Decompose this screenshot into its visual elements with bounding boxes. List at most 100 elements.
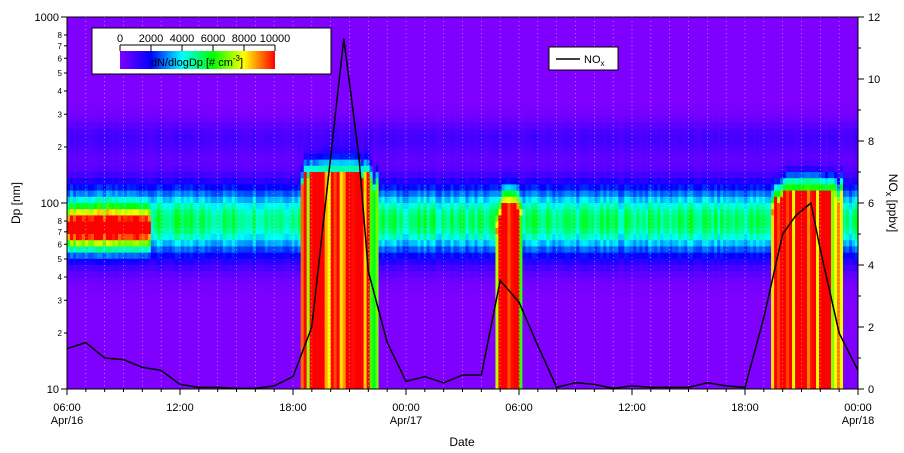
- heatmap-cell: [147, 327, 152, 334]
- heatmap-cell: [276, 110, 281, 117]
- heatmap-cell: [129, 234, 134, 241]
- heatmap-cell: [264, 116, 269, 123]
- heatmap-cell: [189, 320, 194, 328]
- heatmap-cell: [243, 203, 248, 210]
- heatmap-cell: [105, 215, 110, 223]
- heatmap-cell: [252, 258, 257, 266]
- heatmap-cell: [201, 382, 206, 389]
- heatmap-cell: [156, 246, 161, 254]
- heatmap-cell: [255, 190, 260, 198]
- heatmap-cell: [261, 203, 266, 210]
- heatmap-cell: [237, 172, 242, 179]
- heatmap-cell: [231, 308, 236, 316]
- heatmap-cell: [81, 66, 86, 74]
- heatmap-cell: [186, 184, 191, 192]
- heatmap-cell: [300, 227, 305, 235]
- heatmap-cell: [249, 296, 254, 303]
- heatmap-cell: [237, 110, 242, 117]
- heatmap-cell: [252, 265, 257, 272]
- heatmap-cell: [231, 370, 236, 378]
- heatmap-cell: [189, 227, 194, 235]
- heatmap-cell: [99, 302, 104, 309]
- heatmap-cell: [204, 296, 209, 303]
- heatmap-cell: [117, 246, 122, 254]
- heatmap-cell: [165, 209, 170, 216]
- heatmap-cell: [165, 240, 170, 247]
- heatmap-cell: [165, 265, 170, 272]
- heatmap-cell: [162, 190, 167, 198]
- heatmap-cell: [264, 333, 269, 340]
- heatmap-cell: [300, 147, 305, 154]
- heatmap-cell: [243, 314, 248, 322]
- heatmap-cell: [207, 215, 212, 223]
- heatmap-cell: [216, 296, 221, 303]
- heatmap-cell: [237, 165, 242, 173]
- heatmap-cell: [249, 234, 254, 241]
- heatmap-cell: [70, 85, 74, 92]
- heatmap-cell: [270, 314, 275, 322]
- heatmap-cell: [300, 308, 305, 316]
- heatmap-cell: [219, 271, 224, 278]
- heatmap-cell: [67, 258, 71, 266]
- heatmap-cell: [192, 209, 197, 216]
- heatmap-cell: [315, 116, 320, 123]
- heatmap-cell: [291, 209, 296, 216]
- heatmap-cell: [243, 320, 248, 328]
- heatmap-cell: [204, 258, 209, 266]
- heatmap-cell: [249, 17, 254, 24]
- heatmap-cell: [105, 314, 110, 322]
- heatmap-cell: [204, 376, 209, 384]
- heatmap-cell: [165, 159, 170, 167]
- heatmap-cell: [297, 79, 302, 86]
- heatmap-cell: [123, 110, 128, 117]
- heatmap-cell: [282, 141, 287, 148]
- heatmap-cell: [279, 103, 284, 111]
- heatmap-cell: [126, 203, 131, 210]
- heatmap-cell: [291, 72, 296, 80]
- heatmap-cell: [150, 215, 155, 223]
- heatmap-cell: [219, 153, 224, 161]
- heatmap-cell: [234, 283, 239, 291]
- heatmap-cell: [81, 364, 86, 371]
- heatmap-cell: [219, 190, 224, 198]
- heatmap-cell: [213, 122, 218, 130]
- heatmap-cell: [279, 141, 284, 148]
- heatmap-cell: [96, 190, 101, 198]
- heatmap-cell: [67, 333, 71, 340]
- heatmap-cell: [201, 178, 206, 185]
- heatmap-cell: [237, 271, 242, 278]
- heatmap-cell: [249, 172, 254, 179]
- heatmap-cell: [144, 190, 149, 198]
- heatmap-cell: [312, 240, 317, 247]
- heatmap-cell: [279, 85, 284, 92]
- heatmap-cell: [192, 252, 197, 260]
- heatmap-cell: [144, 178, 149, 185]
- heatmap-cell: [186, 97, 191, 105]
- heatmap-cell: [105, 122, 110, 130]
- heatmap-cell: [201, 296, 206, 303]
- heatmap-cell: [174, 184, 179, 192]
- heatmap-cell: [96, 370, 101, 378]
- heatmap-cell: [216, 172, 221, 179]
- heatmap-cell: [303, 196, 308, 204]
- heatmap-cell: [204, 265, 209, 272]
- heatmap-cell: [198, 190, 203, 198]
- heatmap-cell: [72, 72, 77, 80]
- heatmap-cell: [105, 203, 110, 210]
- heatmap-cell: [258, 23, 263, 30]
- heatmap-cell: [276, 122, 281, 130]
- heatmap-cell: [276, 364, 281, 371]
- heatmap-cell: [70, 134, 74, 142]
- heatmap-cell: [105, 246, 110, 254]
- heatmap-cell: [165, 246, 170, 254]
- heatmap-cell: [312, 103, 317, 111]
- heatmap-cell: [93, 79, 98, 86]
- heatmap-cell: [153, 227, 158, 235]
- heatmap-cell: [177, 110, 182, 117]
- heatmap-cell: [258, 141, 263, 148]
- heatmap-cell: [288, 221, 293, 229]
- heatmap-cell: [300, 110, 305, 117]
- heatmap-cell: [312, 289, 317, 297]
- heatmap-cell: [126, 134, 131, 142]
- heatmap-cell: [78, 339, 83, 347]
